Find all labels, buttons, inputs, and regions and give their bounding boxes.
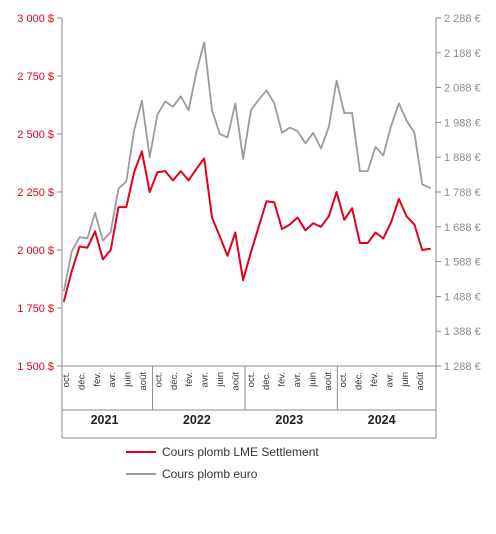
right-tick-label: 1 888 € [444,152,481,164]
series-line-lme [63,150,431,302]
month-label: août [138,372,149,391]
left-tick-label: 1 500 $ [17,361,54,373]
month-label: fév. [184,372,195,387]
month-label: fév. [369,372,380,387]
right-tick-label: 2 288 € [444,13,481,25]
month-label: fév. [92,372,103,387]
right-tick-label: 1 588 € [444,257,481,269]
legend-label-lme: Cours plomb LME Settlement [162,445,319,459]
month-label: juin [123,372,134,388]
year-label: 2021 [91,413,119,427]
month-label: oct. [338,372,349,387]
month-label: fév. [277,372,288,387]
legend: Cours plomb LME Settlement Cours plomb e… [126,445,319,481]
month-label: juin [307,372,318,388]
legend-label-euro: Cours plomb euro [162,467,258,481]
right-tick-label: 1 988 € [444,117,481,129]
month-label: avr. [200,372,211,387]
month-label: déc. [169,372,180,390]
month-label: juin [215,372,226,388]
month-label: avr. [292,372,303,387]
right-tick-label: 1 488 € [444,291,481,303]
right-tick-label: 1 288 € [444,361,481,373]
month-label: avr. [107,372,118,387]
right-tick-label: 1 388 € [444,326,481,338]
left-tick-label: 2 250 $ [17,187,54,199]
year-label: 2023 [275,413,303,427]
left-tick-label: 1 750 $ [17,303,54,315]
month-label: déc. [354,372,365,390]
left-tick-label: 2 500 $ [17,129,54,141]
month-label: oct. [153,372,164,387]
month-label: août [323,372,334,391]
right-tick-label: 1 688 € [444,222,481,234]
month-label: oct. [246,372,257,387]
month-label: oct. [61,372,72,387]
year-label: 2024 [368,413,396,427]
series-line-euro [63,41,431,292]
month-label: juin [400,372,411,388]
left-tick-label: 2 000 $ [17,245,54,257]
left-tick-label: 3 000 $ [17,13,54,25]
month-label: août [230,372,241,391]
month-label: août [415,372,426,391]
series-lines [63,41,431,302]
month-label: déc. [261,372,272,390]
axes: 3 000 $ 2 750 $ 2 500 $ 2 250 $ 2 000 $ 1 750… [17,13,481,439]
month-label: déc. [76,372,87,390]
month-label: avr. [384,372,395,387]
right-tick-label: 1 788 € [444,187,481,199]
right-tick-label: 2 088 € [444,83,481,95]
right-tick-label: 2 188 € [444,48,481,60]
left-tick-label: 2 750 $ [17,71,54,83]
year-label: 2022 [183,413,211,427]
